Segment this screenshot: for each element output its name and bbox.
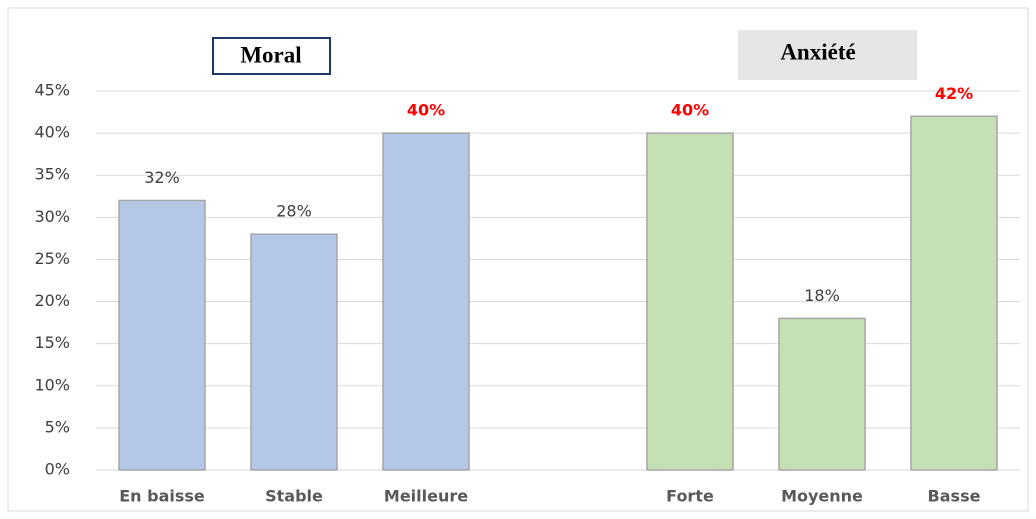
y-tick-label: 30% <box>34 207 70 226</box>
y-tick-label: 5% <box>45 417 70 436</box>
x-tick-label: Meilleure <box>384 487 468 506</box>
y-tick-label: 20% <box>34 291 70 310</box>
y-tick-label: 25% <box>34 249 70 268</box>
x-tick-label: En baisse <box>119 487 205 506</box>
value-label: 40% <box>407 101 445 120</box>
annotation-box <box>212 37 331 75</box>
y-tick-label: 45% <box>34 81 70 100</box>
bar <box>118 199 206 471</box>
value-label: 42% <box>935 84 973 103</box>
x-tick-label: Basse <box>928 487 981 506</box>
y-tick-label: 10% <box>34 375 70 394</box>
y-tick-label: 15% <box>34 333 70 352</box>
annotation: Anxiété <box>780 39 855 64</box>
annotation: Moral <box>240 42 301 67</box>
annotation-box <box>738 30 917 80</box>
bar <box>250 233 338 471</box>
bar <box>646 132 734 471</box>
value-label: 32% <box>144 168 180 187</box>
value-label: 28% <box>276 202 312 221</box>
y-tick-label: 35% <box>34 165 70 184</box>
y-tick-label: 40% <box>34 123 70 142</box>
bar <box>910 115 998 471</box>
value-label: 40% <box>671 101 709 120</box>
bar <box>778 317 866 471</box>
x-tick-label: Stable <box>265 487 323 506</box>
y-tick-label: 0% <box>45 460 70 479</box>
x-tick-label: Forte <box>666 487 714 506</box>
bar <box>382 132 470 471</box>
x-tick-label: Moyenne <box>781 487 863 506</box>
value-label: 18% <box>804 286 840 305</box>
